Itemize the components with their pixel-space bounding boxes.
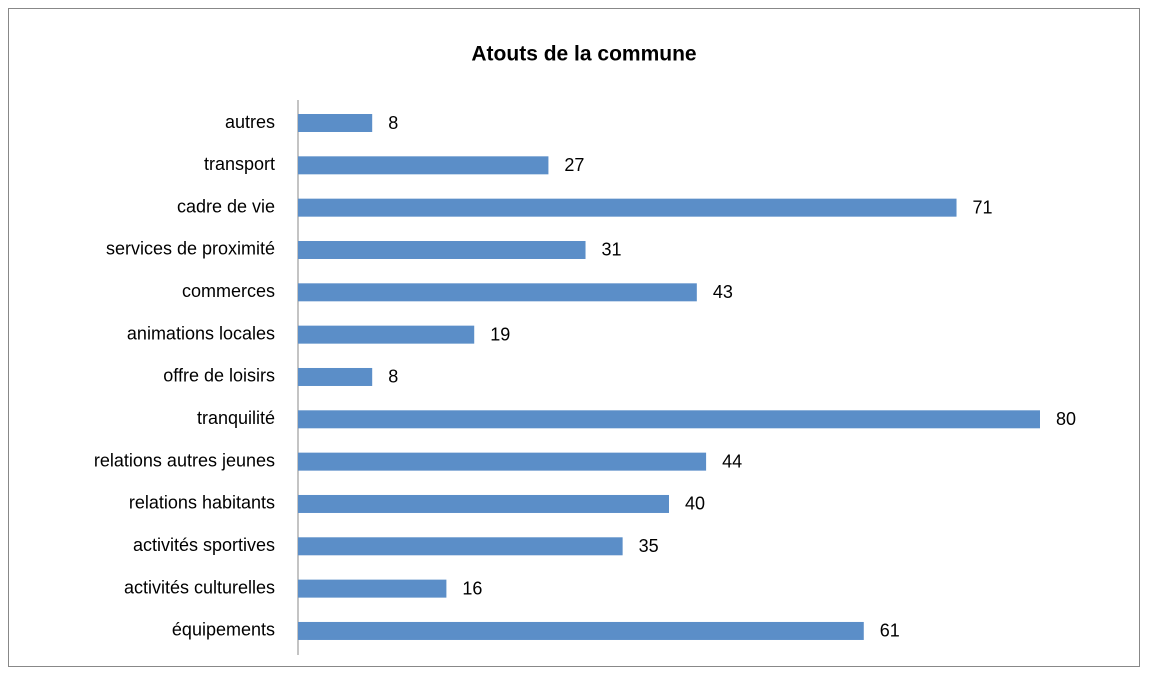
category-label: commerces	[182, 281, 275, 301]
data-label: 61	[880, 621, 900, 641]
data-label: 44	[722, 451, 742, 471]
category-label: animations locales	[127, 323, 275, 343]
bar	[298, 579, 447, 598]
data-label: 40	[685, 494, 705, 514]
data-label: 19	[490, 324, 510, 344]
category-label: équipements	[172, 620, 275, 640]
category-label: transport	[204, 154, 275, 174]
bar	[298, 410, 1040, 429]
bar	[298, 198, 957, 217]
data-label: 71	[973, 197, 993, 217]
category-label: activités sportives	[133, 535, 275, 555]
category-label: services de proximité	[106, 239, 275, 259]
bar	[298, 367, 373, 386]
bar	[298, 283, 697, 302]
category-label: offre de loisirs	[163, 366, 275, 386]
category-label: tranquilité	[197, 408, 275, 428]
data-label: 8	[388, 113, 398, 133]
category-label: relations autres jeunes	[94, 450, 275, 470]
data-label: 8	[388, 367, 398, 387]
bar	[298, 325, 475, 344]
data-label: 16	[462, 578, 482, 598]
bar	[298, 621, 864, 640]
bar	[298, 240, 586, 259]
category-label: cadre de vie	[177, 196, 275, 216]
chart-border	[8, 8, 1140, 667]
chart-title: Atouts de la commune	[471, 43, 696, 66]
category-label: relations habitants	[129, 493, 275, 513]
bar	[298, 156, 549, 175]
category-label: activités culturelles	[124, 577, 275, 597]
data-label: 43	[713, 282, 733, 302]
bar	[298, 494, 669, 513]
category-label: autres	[225, 112, 275, 132]
data-label: 31	[602, 240, 622, 260]
data-label: 27	[564, 155, 584, 175]
bar	[298, 452, 707, 471]
data-label: 80	[1056, 409, 1076, 429]
bar	[298, 537, 623, 556]
data-label: 35	[639, 536, 659, 556]
bar	[298, 114, 373, 132]
